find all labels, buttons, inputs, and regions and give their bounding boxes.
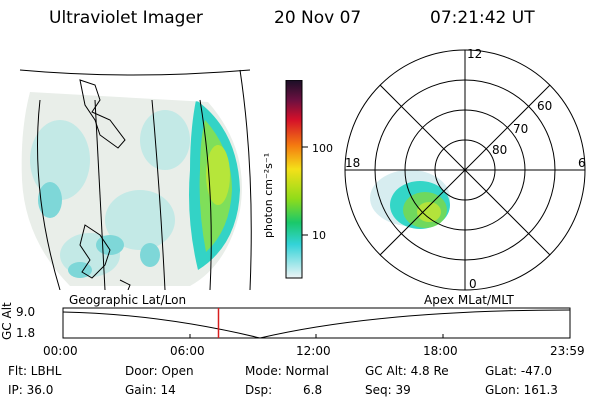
altitude-track <box>62 307 571 339</box>
time-tick-18: 18:00 <box>423 344 458 358</box>
info-dsp-label: Dsp: <box>245 383 273 397</box>
geographic-map <box>19 69 252 290</box>
observation-time: 07:21:42 UT <box>430 8 535 28</box>
info-dsp-value: 6.8 <box>303 383 323 397</box>
info-glat: GLat: -47.0 <box>485 364 552 378</box>
mlt-label-dawn: 6 <box>578 156 586 170</box>
info-flt: Flt: LBHL <box>8 364 62 378</box>
mlat-label-60: 60 <box>537 99 553 113</box>
colorbar-tick-100: 100 <box>312 142 333 155</box>
instrument-title: Ultraviolet Imager <box>49 8 203 28</box>
time-tick-0: 00:00 <box>43 344 78 358</box>
intensity-colorbar <box>285 80 308 279</box>
info-gain: Gain: 14 <box>125 383 176 397</box>
alt-tick-low: 1.8 <box>16 326 36 340</box>
polar-caption: Apex MLat/MLT <box>424 293 514 307</box>
alt-tick-high: 9.0 <box>16 305 36 319</box>
mlt-label-noon: 12 <box>467 47 483 61</box>
colorbar-unit-label: photon cm⁻²s⁻¹ <box>262 152 275 238</box>
mlt-label-midnight: 0 <box>469 277 477 291</box>
alt-axis-label: GC Alt <box>0 302 14 340</box>
polar-plot <box>344 49 586 291</box>
mlt-label-dusk: 18 <box>345 156 361 170</box>
info-door: Door: Open <box>125 364 194 378</box>
info-gcalt: GC Alt: 4.8 Re <box>365 364 449 378</box>
time-tick-end: 23:59 <box>550 344 585 358</box>
info-mode: Mode: Normal <box>245 364 329 378</box>
time-tick-12: 12:00 <box>296 344 331 358</box>
mlat-label-80: 80 <box>492 143 508 157</box>
mlat-label-70: 70 <box>513 122 529 136</box>
info-ip: IP: 36.0 <box>8 383 54 397</box>
info-seq: Seq: 39 <box>365 383 411 397</box>
time-tick-6: 06:00 <box>170 344 205 358</box>
colorbar-tick-10: 10 <box>312 229 326 242</box>
observation-date: 20 Nov 07 <box>274 8 362 28</box>
info-glon: GLon: 161.3 <box>485 383 558 397</box>
geographic-caption: Geographic Lat/Lon <box>69 293 187 307</box>
